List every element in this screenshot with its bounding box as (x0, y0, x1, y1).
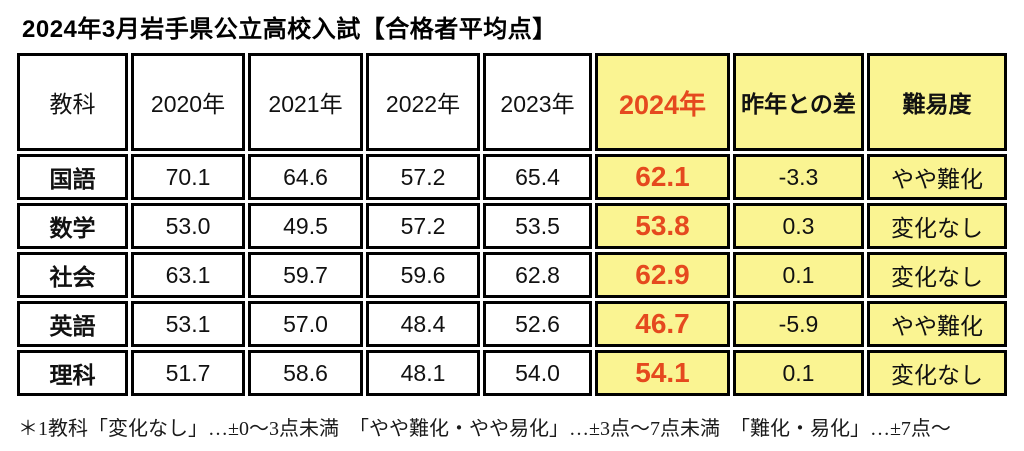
score-cell: 63.1 (131, 252, 245, 298)
score-cell: 49.5 (248, 203, 363, 249)
col-header-2024: 2024年 (595, 53, 730, 151)
subject-cell: 英語 (17, 301, 128, 347)
score-2024-cell: 62.9 (595, 252, 730, 298)
difficulty-cell: 変化なし (867, 350, 1007, 396)
difficulty-cell: やや難化 (867, 154, 1007, 200)
score-cell: 53.1 (131, 301, 245, 347)
score-2024-cell: 53.8 (595, 203, 730, 249)
score-cell: 52.6 (483, 301, 592, 347)
score-cell: 70.1 (131, 154, 245, 200)
col-header-2022: 2022年 (366, 53, 480, 151)
score-cell: 51.7 (131, 350, 245, 396)
subject-cell: 社会 (17, 252, 128, 298)
score-table: 教科 2020年 2021年 2022年 2023年 2024年 昨年との差 難… (14, 50, 1010, 399)
score-2024-cell: 46.7 (595, 301, 730, 347)
diff-cell: 0.3 (733, 203, 864, 249)
diff-cell: 0.1 (733, 350, 864, 396)
table-row-math: 数学 53.0 49.5 57.2 53.5 53.8 0.3 変化なし (17, 203, 1007, 249)
score-cell: 48.4 (366, 301, 480, 347)
score-2024-cell: 62.1 (595, 154, 730, 200)
score-cell: 62.8 (483, 252, 592, 298)
score-cell: 57.2 (366, 154, 480, 200)
col-header-2021: 2021年 (248, 53, 363, 151)
table-row-social: 社会 63.1 59.7 59.6 62.8 62.9 0.1 変化なし (17, 252, 1007, 298)
score-cell: 57.0 (248, 301, 363, 347)
col-header-subject: 教科 (17, 53, 128, 151)
diff-cell: 0.1 (733, 252, 864, 298)
subject-cell: 数学 (17, 203, 128, 249)
col-header-2020: 2020年 (131, 53, 245, 151)
difficulty-cell: 変化なし (867, 252, 1007, 298)
score-cell: 59.7 (248, 252, 363, 298)
col-header-difficulty: 難易度 (867, 53, 1007, 151)
score-cell: 54.0 (483, 350, 592, 396)
score-cell: 53.0 (131, 203, 245, 249)
subject-cell: 理科 (17, 350, 128, 396)
header-row: 教科 2020年 2021年 2022年 2023年 2024年 昨年との差 難… (17, 53, 1007, 151)
table-row-science: 理科 51.7 58.6 48.1 54.0 54.1 0.1 変化なし (17, 350, 1007, 396)
score-cell: 64.6 (248, 154, 363, 200)
subject-cell: 国語 (17, 154, 128, 200)
score-cell: 48.1 (366, 350, 480, 396)
table-body: 国語 70.1 64.6 57.2 65.4 62.1 -3.3 やや難化 数学… (17, 154, 1007, 396)
table-row-japanese: 国語 70.1 64.6 57.2 65.4 62.1 -3.3 やや難化 (17, 154, 1007, 200)
page-title: 2024年3月岩手県公立高校入試【合格者平均点】 (22, 16, 557, 43)
difficulty-cell: やや難化 (867, 301, 1007, 347)
footnote: ＊1教科「変化なし」…±0〜3点未満 「やや難化・やや易化」…±3点〜7点未満 … (18, 418, 951, 440)
score-cell: 57.2 (366, 203, 480, 249)
col-header-diff: 昨年との差 (733, 53, 864, 151)
score-cell: 65.4 (483, 154, 592, 200)
table-row-english: 英語 53.1 57.0 48.4 52.6 46.7 -5.9 やや難化 (17, 301, 1007, 347)
score-cell: 59.6 (366, 252, 480, 298)
score-2024-cell: 54.1 (595, 350, 730, 396)
diff-cell: -5.9 (733, 301, 864, 347)
col-header-2023: 2023年 (483, 53, 592, 151)
diff-cell: -3.3 (733, 154, 864, 200)
score-cell: 58.6 (248, 350, 363, 396)
table-header: 教科 2020年 2021年 2022年 2023年 2024年 昨年との差 難… (17, 53, 1007, 151)
difficulty-cell: 変化なし (867, 203, 1007, 249)
score-cell: 53.5 (483, 203, 592, 249)
